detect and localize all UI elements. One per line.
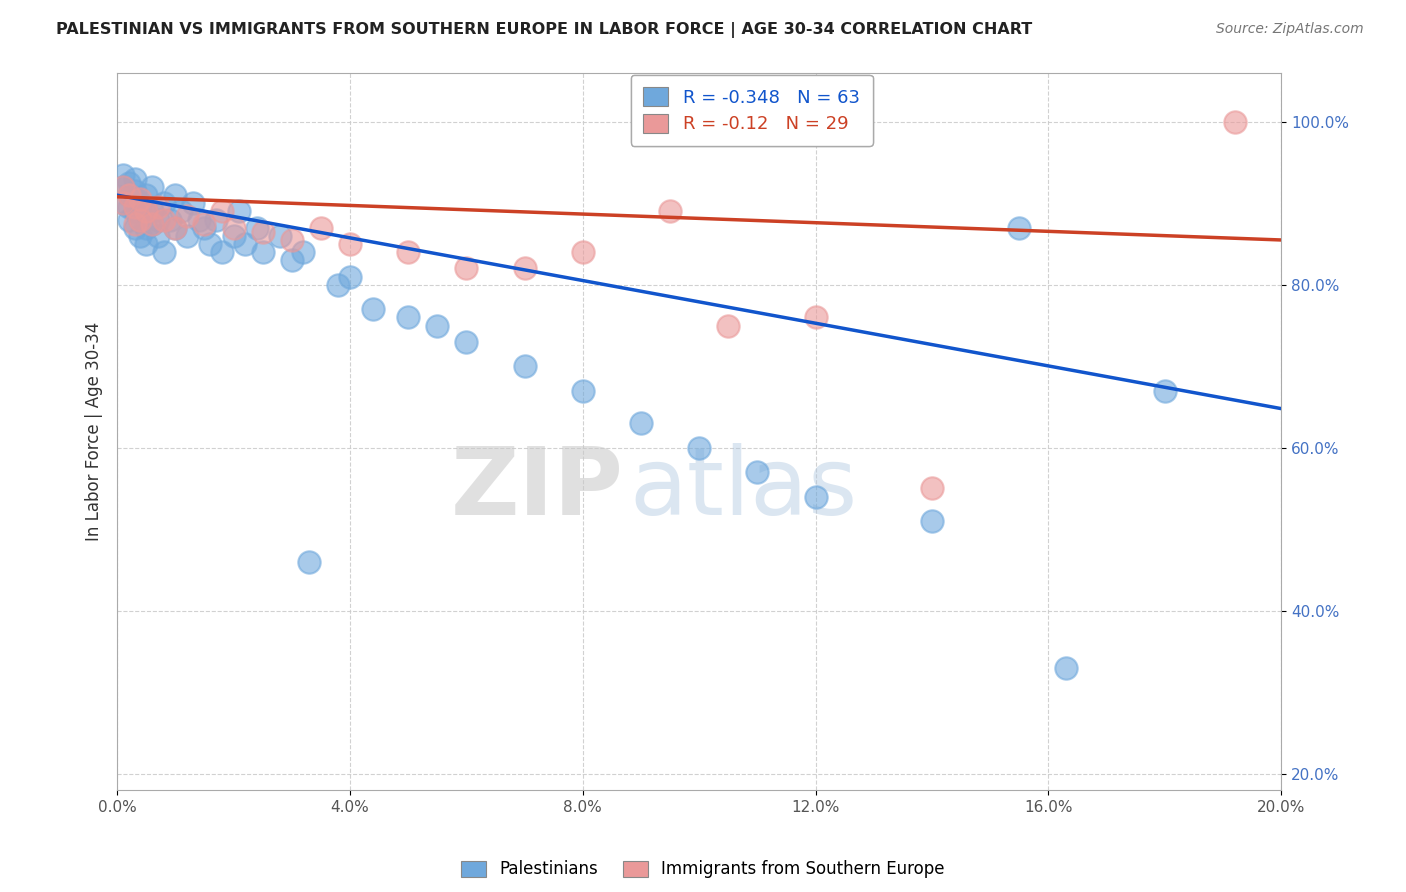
Point	[152, 245, 174, 260]
Point	[118, 176, 141, 190]
Point	[111, 196, 134, 211]
Point	[141, 180, 163, 194]
Point	[187, 212, 209, 227]
Point	[159, 212, 181, 227]
Point	[804, 310, 827, 325]
Point	[111, 180, 134, 194]
Point	[361, 302, 384, 317]
Point	[193, 220, 215, 235]
Point	[396, 245, 419, 260]
Point	[118, 188, 141, 202]
Point	[111, 180, 134, 194]
Point	[1054, 660, 1077, 674]
Point	[111, 168, 134, 182]
Point	[124, 184, 146, 198]
Point	[246, 220, 269, 235]
Point	[176, 228, 198, 243]
Point	[111, 196, 134, 211]
Point	[211, 245, 233, 260]
Point	[165, 220, 187, 235]
Point	[135, 204, 157, 219]
Point	[921, 514, 943, 528]
Point	[118, 188, 141, 202]
Point	[129, 212, 152, 227]
Point	[124, 201, 146, 215]
Point	[129, 196, 152, 211]
Point	[921, 482, 943, 496]
Point	[717, 318, 740, 333]
Point	[233, 237, 256, 252]
Point	[269, 228, 291, 243]
Point	[339, 237, 361, 252]
Point	[129, 228, 152, 243]
Point	[181, 196, 204, 211]
Text: atlas: atlas	[630, 442, 858, 535]
Point	[281, 253, 304, 268]
Point	[222, 220, 245, 235]
Point	[152, 196, 174, 211]
Point	[659, 204, 682, 219]
Point	[513, 359, 536, 374]
Point	[129, 201, 152, 215]
Point	[456, 261, 478, 276]
Point	[118, 212, 141, 227]
Point	[571, 384, 593, 398]
Point	[309, 220, 332, 235]
Legend: Palestinians, Immigrants from Southern Europe: Palestinians, Immigrants from Southern E…	[454, 854, 952, 885]
Y-axis label: In Labor Force | Age 30-34: In Labor Force | Age 30-34	[86, 322, 103, 541]
Point	[1008, 220, 1031, 235]
Point	[135, 237, 157, 252]
Point	[124, 220, 146, 235]
Point	[141, 204, 163, 219]
Point	[141, 217, 163, 231]
Point	[135, 204, 157, 219]
Point	[1153, 384, 1175, 398]
Point	[456, 334, 478, 349]
Point	[292, 245, 315, 260]
Point	[193, 217, 215, 231]
Point	[170, 204, 193, 219]
Point	[129, 192, 152, 206]
Point	[146, 212, 169, 227]
Point	[135, 188, 157, 202]
Point	[252, 225, 274, 239]
Text: Source: ZipAtlas.com: Source: ZipAtlas.com	[1216, 22, 1364, 37]
Point	[228, 204, 250, 219]
Point	[129, 212, 152, 227]
Point	[165, 220, 187, 235]
Point	[281, 233, 304, 247]
Point	[211, 204, 233, 219]
Point	[124, 217, 146, 231]
Point	[571, 245, 593, 260]
Point	[688, 441, 710, 455]
Point	[152, 212, 174, 227]
Point	[222, 228, 245, 243]
Point	[146, 201, 169, 215]
Point	[747, 465, 769, 479]
Point	[396, 310, 419, 325]
Text: PALESTINIAN VS IMMIGRANTS FROM SOUTHERN EUROPE IN LABOR FORCE | AGE 30-34 CORREL: PALESTINIAN VS IMMIGRANTS FROM SOUTHERN …	[56, 22, 1032, 38]
Point	[124, 172, 146, 186]
Point	[513, 261, 536, 276]
Point	[328, 277, 350, 292]
Point	[200, 237, 222, 252]
Point	[135, 220, 157, 235]
Point	[630, 417, 652, 431]
Point	[205, 212, 228, 227]
Point	[124, 192, 146, 206]
Point	[141, 217, 163, 231]
Point	[339, 269, 361, 284]
Point	[1223, 115, 1246, 129]
Point	[804, 490, 827, 504]
Point	[252, 245, 274, 260]
Point	[146, 228, 169, 243]
Text: ZIP: ZIP	[450, 442, 623, 535]
Point	[176, 209, 198, 223]
Point	[124, 204, 146, 219]
Point	[298, 555, 321, 569]
Point	[118, 201, 141, 215]
Point	[426, 318, 449, 333]
Point	[165, 188, 187, 202]
Legend: R = -0.348   N = 63, R = -0.12   N = 29: R = -0.348 N = 63, R = -0.12 N = 29	[630, 75, 873, 146]
